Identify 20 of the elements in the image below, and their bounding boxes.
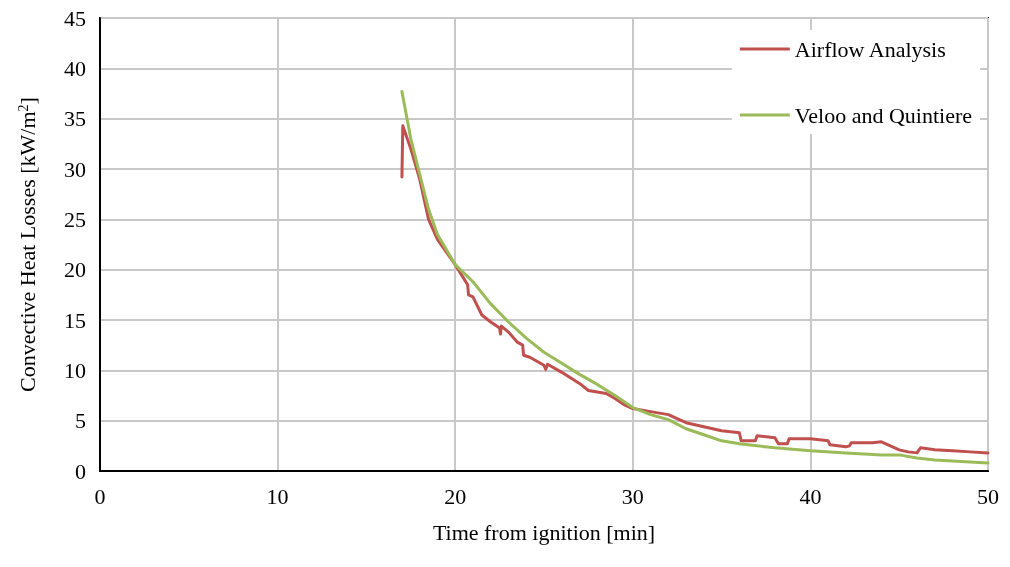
legend-label: Airflow Analysis bbox=[794, 36, 946, 62]
y-tick-label: 15 bbox=[64, 307, 86, 333]
y-tick-label: 25 bbox=[64, 206, 86, 232]
y-tick-label: 5 bbox=[75, 408, 86, 434]
x-tick-label: 20 bbox=[444, 483, 467, 509]
x-axis-title: Time from ignition [min] bbox=[432, 519, 656, 545]
x-tick-label: 50 bbox=[977, 483, 999, 509]
x-tick-label: 40 bbox=[799, 483, 822, 509]
y-tick-label: 10 bbox=[64, 357, 86, 383]
x-tick-label: 30 bbox=[621, 483, 644, 509]
y-axis-title: Convective Heat Losses [kW/m2] bbox=[14, 97, 40, 392]
y-tick-label: 0 bbox=[75, 458, 86, 484]
x-tick-label: 0 bbox=[94, 483, 106, 509]
y-tick-label: 45 bbox=[64, 5, 86, 31]
y-tick-label: 35 bbox=[64, 106, 86, 132]
y-tick-label: 20 bbox=[64, 257, 86, 283]
legend-label: Veloo and Quintiere bbox=[794, 102, 972, 128]
y-tick-label: 30 bbox=[64, 156, 86, 182]
y-tick-label: 40 bbox=[64, 55, 86, 81]
x-tick-label: 10 bbox=[266, 483, 289, 509]
